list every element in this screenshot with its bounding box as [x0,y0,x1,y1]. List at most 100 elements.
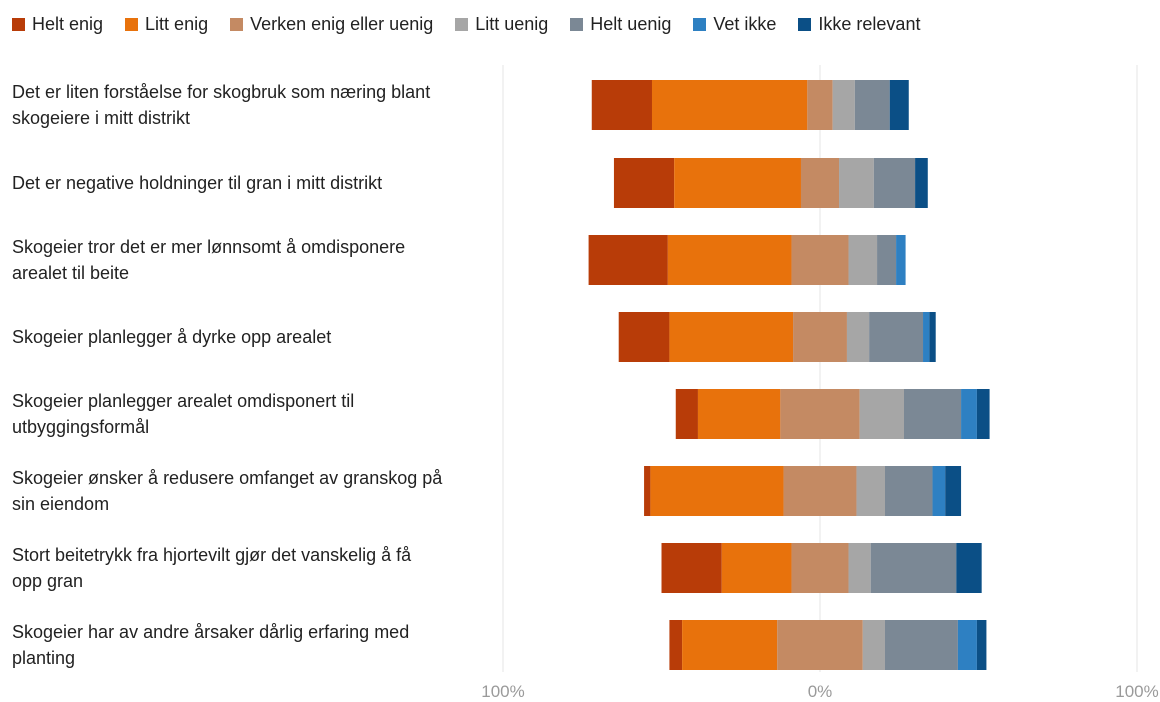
bar-segment [877,235,897,285]
legend-item: Vet ikke [693,14,776,35]
bar-segment [856,466,885,516]
legend-label: Helt enig [32,13,104,34]
category-label-line: planting [12,648,76,668]
x-tick-label: 100% [481,682,524,701]
category-label-line: arealet til beite [12,263,130,283]
bar-segment [675,389,698,439]
chart-legend: Helt enig Litt enig Verken enig eller ueni… [12,12,942,36]
bar-segment [889,80,909,130]
bar-segment [945,466,962,516]
x-tick-label: 100% [1115,682,1158,701]
bar-segment [869,312,924,362]
legend-item: Litt enig [125,14,208,35]
bar-segment [721,543,792,593]
legend-swatch [12,17,25,31]
legend-label: Ikke relevant [818,13,921,34]
bar-segment [618,312,670,362]
legend-swatch [570,17,584,31]
bar-segment [783,466,857,516]
legend-item: Verken enig eller uenig [230,14,433,35]
legend-swatch [125,17,139,31]
bar-segment [807,80,833,130]
category-label-line: Skogeier tror det er mer lønnsomt å omdi… [12,237,406,257]
bar-segment [791,543,849,593]
legend-item: Helt uenig [570,14,671,35]
legend-item: Helt enig [12,14,103,35]
category-label-line: Det er liten forståelse for skogbruk som… [12,82,431,102]
bar-segment [839,158,874,208]
category-label-line: sin eiendom [12,494,110,514]
bar-segment [915,158,928,208]
bar-segment [976,620,987,670]
bar-segment [588,235,668,285]
category-label: Skogeier ønsker å redusere omfanget av g… [12,465,482,517]
bar-segment [956,543,982,593]
category-label: Skogeier tror det er mer lønnsomt å omdi… [12,234,482,286]
bar-segment [862,620,885,670]
bar-segment [832,80,855,130]
bar-segment [780,389,860,439]
bar-segment [777,620,863,670]
category-labels: Det er liten forståelse for skogbruk som… [12,0,482,702]
bar-segment [800,158,840,208]
category-label-line: Skogeier ønsker å redusere omfanget av g… [12,468,443,488]
bar-segment [961,389,977,439]
bar-segment [682,620,778,670]
legend-item: Litt uenig [455,14,548,35]
bar-segment [957,620,977,670]
bar-segment [848,543,871,593]
bar-segment [697,389,781,439]
bar-segment [848,235,878,285]
category-label-line: utbyggingsformål [12,417,150,437]
legend-swatch [230,17,244,31]
legend-swatch [455,17,469,31]
category-label-line: Skogeier har av andre årsaker dårlig erf… [12,622,410,642]
category-label-line: Skogeier planlegger arealet omdisponert … [12,391,355,411]
category-label: Stort beitetrykk fra hjortevilt gjør det… [12,542,482,594]
bar-segment [932,466,946,516]
legend-item: Ikke relevant [798,14,920,35]
category-label-line: Stort beitetrykk fra hjortevilt gjør det… [12,545,412,565]
category-label: Skogeier planlegger arealet omdisponert … [12,388,482,440]
category-label: Skogeier har av andre årsaker dårlig erf… [12,619,482,671]
bar-segment [859,389,904,439]
category-label: Skogeier planlegger å dyrke opp arealet [12,324,482,350]
legend-label: Vet ikke [713,13,777,34]
legend-label: Litt uenig [475,13,549,34]
bar-segment [661,543,722,593]
category-label-line: Skogeier planlegger å dyrke opp arealet [12,327,332,347]
bar-segment [669,620,683,670]
category-label-line: skogeiere i mitt distrikt [12,108,191,128]
bar-segment [896,235,906,285]
bar-segment [669,312,794,362]
bar-segment [923,312,930,362]
bar-segment [846,312,870,362]
legend-swatch [693,17,707,31]
bar-segment [651,80,808,130]
bar-segment [674,158,801,208]
legend-label: Verken enig eller uenig [250,13,434,34]
bar-segment [904,389,962,439]
legend-label: Helt uenig [590,13,672,34]
category-label-line: Det er negative holdninger til gran i mi… [12,173,383,193]
bar-segment [976,389,990,439]
category-label: Det er liten forståelse for skogbruk som… [12,79,482,131]
bar-segment [884,466,933,516]
category-label-line: opp gran [12,571,84,591]
bar-segment [667,235,792,285]
bar-segment [613,158,675,208]
legend-label: Litt enig [145,13,209,34]
bar-segment [870,543,957,593]
category-label: Det er negative holdninger til gran i mi… [12,170,482,196]
bar-segment [791,235,849,285]
x-tick-label: 0% [808,682,833,701]
legend-swatch [798,17,812,31]
bar-segment [591,80,652,130]
bar-segment [650,466,784,516]
bar-segment [854,80,890,130]
bar-segment [929,312,936,362]
bar-segment [793,312,847,362]
bar-segment [884,620,958,670]
bar-segment [644,466,651,516]
